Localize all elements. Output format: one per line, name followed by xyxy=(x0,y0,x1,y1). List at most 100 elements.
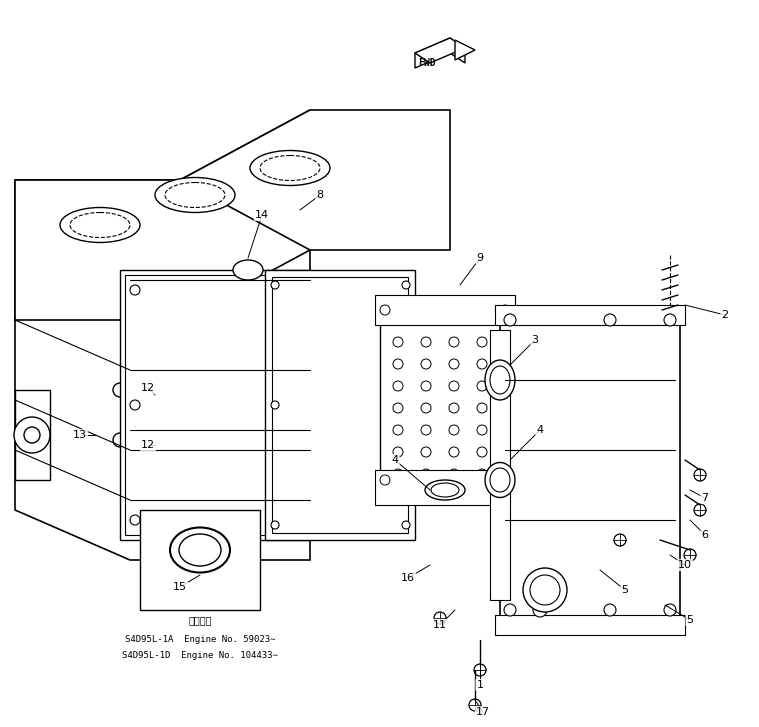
Polygon shape xyxy=(15,180,310,560)
Ellipse shape xyxy=(165,182,225,207)
Circle shape xyxy=(614,534,626,546)
Ellipse shape xyxy=(70,212,130,238)
Bar xyxy=(272,277,408,533)
Bar xyxy=(125,275,305,535)
Bar xyxy=(140,510,260,610)
Circle shape xyxy=(402,401,410,409)
Circle shape xyxy=(694,469,706,481)
Bar xyxy=(375,295,515,325)
Circle shape xyxy=(393,337,403,347)
Circle shape xyxy=(421,315,431,325)
Ellipse shape xyxy=(233,260,263,280)
Circle shape xyxy=(393,425,403,435)
Circle shape xyxy=(24,427,40,443)
Ellipse shape xyxy=(170,528,230,572)
Circle shape xyxy=(449,381,459,391)
Circle shape xyxy=(290,400,300,410)
Text: 12: 12 xyxy=(141,383,155,393)
Circle shape xyxy=(290,285,300,295)
Polygon shape xyxy=(500,310,680,620)
Circle shape xyxy=(393,359,403,369)
Circle shape xyxy=(113,433,127,447)
Text: 2: 2 xyxy=(722,310,729,320)
Bar xyxy=(490,330,510,600)
Circle shape xyxy=(449,425,459,435)
Ellipse shape xyxy=(485,360,515,400)
Ellipse shape xyxy=(155,177,235,212)
Circle shape xyxy=(421,381,431,391)
Circle shape xyxy=(477,425,487,435)
Polygon shape xyxy=(415,38,465,63)
Text: 4: 4 xyxy=(537,425,543,435)
Circle shape xyxy=(421,447,431,457)
Polygon shape xyxy=(120,270,310,540)
Circle shape xyxy=(449,447,459,457)
Circle shape xyxy=(130,285,140,295)
Text: 13: 13 xyxy=(73,430,87,440)
Circle shape xyxy=(523,568,567,612)
Circle shape xyxy=(380,305,390,315)
Circle shape xyxy=(477,337,487,347)
Polygon shape xyxy=(180,110,450,250)
Circle shape xyxy=(271,521,279,529)
Circle shape xyxy=(113,383,127,397)
Text: 16: 16 xyxy=(401,573,415,583)
Circle shape xyxy=(474,664,486,676)
Circle shape xyxy=(477,403,487,413)
Bar xyxy=(375,470,515,505)
Circle shape xyxy=(130,515,140,525)
Text: S4D95L-1A  Engine No. 59023∼: S4D95L-1A Engine No. 59023∼ xyxy=(124,635,276,645)
Circle shape xyxy=(393,381,403,391)
Polygon shape xyxy=(380,300,510,500)
Circle shape xyxy=(380,475,390,485)
Circle shape xyxy=(477,447,487,457)
Circle shape xyxy=(477,381,487,391)
Polygon shape xyxy=(455,40,475,60)
Circle shape xyxy=(504,604,516,616)
Ellipse shape xyxy=(431,483,459,497)
Polygon shape xyxy=(15,110,310,320)
Circle shape xyxy=(393,315,403,325)
Text: FWD: FWD xyxy=(418,58,436,68)
Text: 11: 11 xyxy=(433,620,447,630)
Circle shape xyxy=(694,504,706,516)
Ellipse shape xyxy=(60,207,140,243)
Circle shape xyxy=(449,403,459,413)
Circle shape xyxy=(477,315,487,325)
Circle shape xyxy=(421,359,431,369)
Polygon shape xyxy=(265,270,415,540)
Text: 4: 4 xyxy=(392,455,398,465)
Polygon shape xyxy=(15,390,50,480)
Ellipse shape xyxy=(490,366,510,394)
Circle shape xyxy=(449,469,459,479)
Circle shape xyxy=(477,359,487,369)
Circle shape xyxy=(271,281,279,289)
Text: 7: 7 xyxy=(701,493,709,503)
Circle shape xyxy=(533,603,547,617)
Circle shape xyxy=(393,447,403,457)
Circle shape xyxy=(290,515,300,525)
Circle shape xyxy=(393,403,403,413)
Circle shape xyxy=(469,699,481,711)
Text: 1: 1 xyxy=(477,680,483,690)
Text: 適用号機: 適用号機 xyxy=(188,615,212,625)
Circle shape xyxy=(604,314,616,326)
Text: 17: 17 xyxy=(476,707,490,717)
Ellipse shape xyxy=(490,468,510,492)
Circle shape xyxy=(421,337,431,347)
Text: 6: 6 xyxy=(701,530,708,540)
Ellipse shape xyxy=(425,480,465,500)
Circle shape xyxy=(530,575,560,605)
Ellipse shape xyxy=(250,150,330,185)
Circle shape xyxy=(421,403,431,413)
Circle shape xyxy=(393,469,403,479)
Ellipse shape xyxy=(260,156,320,180)
Circle shape xyxy=(449,337,459,347)
Text: 14: 14 xyxy=(255,210,269,220)
Circle shape xyxy=(449,359,459,369)
Text: 9: 9 xyxy=(477,253,483,263)
Circle shape xyxy=(604,604,616,616)
Circle shape xyxy=(664,314,676,326)
Circle shape xyxy=(477,469,487,479)
Text: 8: 8 xyxy=(317,190,323,200)
